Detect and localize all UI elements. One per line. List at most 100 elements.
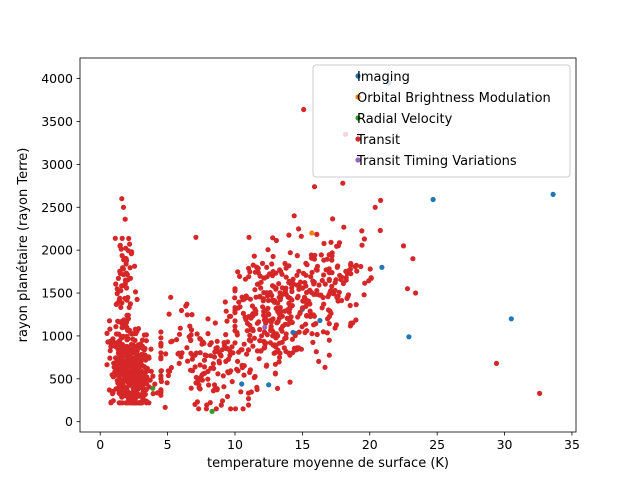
data-point: [197, 362, 203, 368]
data-point: [289, 288, 295, 295]
data-point: [343, 268, 349, 274]
data-point: [213, 406, 219, 412]
data-point: [298, 285, 304, 291]
data-point: [348, 271, 354, 277]
data-point: [214, 387, 220, 393]
data-point: [241, 341, 247, 347]
data-point: [245, 347, 252, 353]
data-point: [320, 329, 326, 335]
data-point: [283, 335, 289, 341]
data-point: [146, 355, 152, 361]
data-point: [413, 290, 419, 296]
data-point: [245, 396, 252, 402]
data-point: [332, 287, 338, 294]
data-point: [232, 323, 238, 329]
data-point: [372, 204, 378, 210]
data-point: [223, 308, 229, 314]
data-point: [205, 331, 211, 337]
legend-marker: [355, 157, 361, 163]
data-point: [246, 337, 252, 343]
data-point: [336, 240, 343, 246]
data-point: [247, 367, 253, 373]
data-point: [158, 392, 164, 398]
data-point: [268, 317, 274, 323]
data-point: [118, 304, 124, 310]
data-point: [205, 368, 211, 374]
data-point: [334, 243, 340, 249]
y-tick-label: 1500: [41, 286, 73, 301]
data-point: [264, 290, 270, 296]
data-point: [314, 331, 320, 338]
data-point: [286, 309, 292, 315]
data-point: [326, 352, 332, 358]
data-point: [508, 316, 514, 322]
data-point: [121, 257, 127, 263]
data-point: [325, 294, 331, 300]
data-point: [143, 332, 149, 338]
data-point: [124, 385, 130, 391]
data-point: [292, 333, 298, 339]
data-point: [158, 335, 164, 341]
data-point: [128, 341, 134, 348]
data-point: [404, 286, 411, 292]
data-point: [283, 274, 289, 280]
data-point: [296, 329, 302, 335]
data-point: [188, 327, 195, 333]
data-point: [259, 260, 266, 266]
data-point: [294, 345, 300, 351]
data-point: [122, 216, 128, 222]
data-point: [131, 369, 138, 375]
data-point: [379, 264, 385, 270]
data-point: [359, 242, 365, 248]
data-point: [263, 320, 269, 326]
data-point: [255, 265, 261, 271]
data-point: [122, 295, 128, 301]
data-point: [251, 335, 257, 341]
data-point: [245, 402, 252, 408]
data-point: [299, 305, 306, 311]
data-point: [208, 340, 214, 346]
data-point: [232, 295, 238, 301]
data-point: [309, 331, 315, 337]
x-tick-label: 0: [96, 437, 104, 452]
data-point: [221, 384, 227, 390]
data-point: [240, 310, 246, 316]
data-point: [267, 271, 273, 277]
x-tick-label: 20: [362, 437, 378, 452]
x-tick-label: 30: [497, 437, 513, 452]
data-point: [184, 345, 190, 351]
data-point: [242, 276, 248, 282]
data-point: [142, 381, 148, 387]
data-point: [270, 342, 276, 348]
data-point: [212, 320, 218, 326]
data-point: [205, 376, 211, 382]
data-point: [316, 358, 322, 364]
data-point: [298, 233, 304, 239]
data-point: [194, 331, 200, 337]
legend-marker: [355, 115, 361, 121]
data-point: [214, 338, 220, 344]
data-point: [119, 300, 125, 306]
data-point: [126, 235, 132, 242]
data-point: [254, 320, 260, 326]
data-point: [310, 339, 316, 345]
data-point: [211, 365, 217, 371]
data-point: [199, 377, 205, 383]
data-point: [132, 289, 139, 295]
data-point: [158, 378, 164, 385]
data-point: [221, 340, 227, 346]
data-point: [308, 274, 314, 280]
data-point: [244, 328, 250, 334]
data-point: [326, 321, 332, 327]
data-point: [296, 268, 302, 274]
data-point: [188, 385, 194, 391]
data-point: [237, 273, 243, 279]
data-point: [294, 295, 300, 301]
data-point: [225, 356, 231, 362]
data-point: [235, 368, 241, 374]
data-point: [214, 345, 220, 351]
data-point: [119, 196, 125, 202]
data-point: [113, 324, 119, 330]
data-point: [120, 204, 127, 210]
data-point: [309, 230, 315, 236]
